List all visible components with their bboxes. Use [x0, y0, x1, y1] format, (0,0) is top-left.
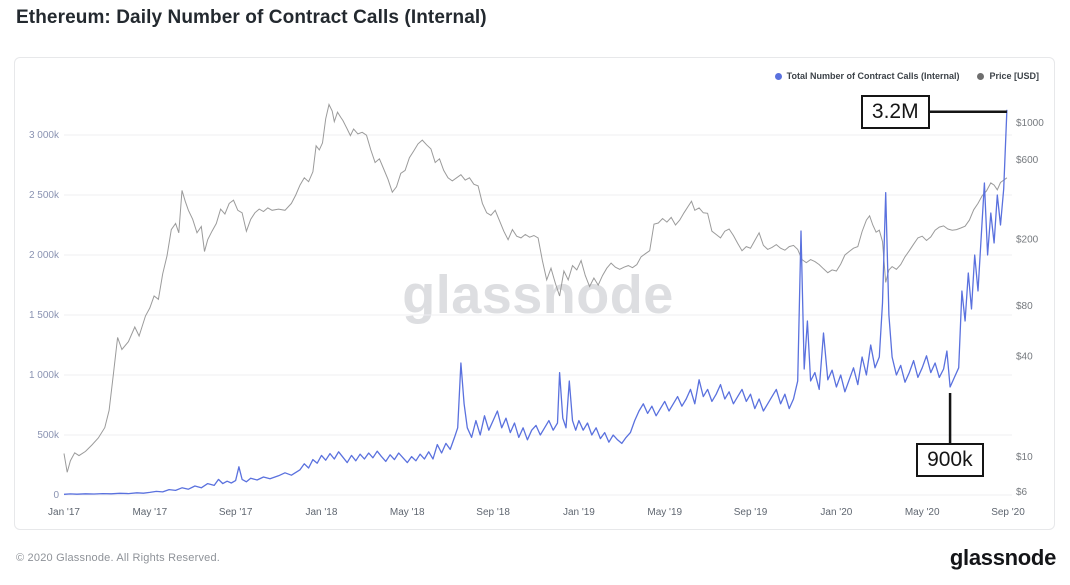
right-axis-tick: $6: [1016, 487, 1028, 498]
right-axis-tick-labels: $1000 $600 $200 $80 $40 $10 $6: [1016, 118, 1044, 498]
x-axis-tick: Sep '19: [734, 507, 768, 518]
copyright-text: © 2020 Glassnode. All Rights Reserved.: [16, 552, 221, 564]
legend-label-price: Price [USD]: [989, 71, 1039, 81]
right-axis-tick: $40: [1016, 351, 1033, 362]
x-axis-tick: Sep '17: [219, 507, 253, 518]
chart-card: [14, 57, 1055, 530]
legend-item-contract-calls[interactable]: Total Number of Contract Calls (Internal…: [774, 71, 960, 81]
x-axis-tick: Jan '18: [305, 507, 337, 518]
x-axis-tick: Jan '20: [820, 507, 852, 518]
annotation-peak-3-2m: 3.2M: [860, 94, 930, 129]
left-axis-tick: 0: [53, 490, 59, 501]
left-axis-tick: 3 000k: [29, 130, 60, 141]
annotation-dip-900k: 900k: [916, 443, 984, 477]
x-axis-tick: May '20: [905, 507, 940, 518]
page-title: Ethereum: Daily Number of Contract Calls…: [16, 7, 487, 28]
chart-legend: Total Number of Contract Calls (Internal…: [774, 71, 1039, 81]
right-axis-tick: $600: [1016, 155, 1039, 166]
glassnode-logo: glassnode: [949, 545, 1056, 570]
right-axis-tick: $200: [1016, 235, 1039, 246]
x-axis-tick: Sep '18: [476, 507, 510, 518]
annotation-leader-lines: [929, 110, 1007, 443]
x-axis-tick-labels: Jan '17 May '17 Sep '17 Jan '18 May '18 Sep '…: [48, 507, 1025, 518]
gridlines: [64, 134, 1012, 496]
left-axis-tick: 500k: [37, 430, 60, 441]
price-usd-line-series[interactable]: [63, 103, 1008, 473]
contract-calls-line-series[interactable]: [63, 109, 1008, 495]
left-axis-tick-labels: 3 000k 2 500k 2 000k 1 500k 1 000k 500k 0: [29, 130, 60, 501]
contract-calls-legend-dot-icon: [774, 72, 782, 80]
left-axis-tick: 2 500k: [29, 190, 60, 201]
right-axis-tick: $80: [1016, 301, 1033, 312]
right-axis-tick: $10: [1016, 452, 1033, 463]
left-axis-tick: 1 500k: [29, 310, 60, 321]
x-axis-tick: May '17: [132, 507, 167, 518]
left-axis-tick: 1 000k: [29, 370, 60, 381]
x-axis-tick: May '18: [390, 507, 425, 518]
left-axis-tick: 2 000k: [29, 250, 60, 261]
legend-label-contract-calls: Total Number of Contract Calls (Internal…: [786, 71, 960, 81]
price-legend-dot-icon: [977, 72, 985, 80]
x-axis-tick: Sep '20: [991, 507, 1025, 518]
x-axis-tick: May '19: [647, 507, 682, 518]
x-axis-tick: Jan '17: [48, 507, 80, 518]
legend-item-price[interactable]: Price [USD]: [977, 71, 1039, 81]
right-axis-tick: $1000: [1016, 118, 1044, 129]
x-axis-tick: Jan '19: [563, 507, 595, 518]
